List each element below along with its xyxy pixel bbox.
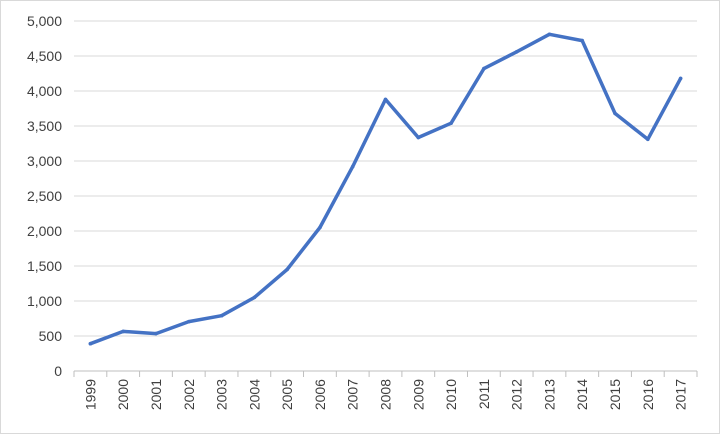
data-point-2004 <box>252 295 257 300</box>
x-tick-label: 2013 <box>541 379 557 410</box>
x-tick-label: 2000 <box>115 379 131 410</box>
x-tick-label: 1999 <box>82 379 98 410</box>
y-tick-label: 2,000 <box>27 223 62 239</box>
x-tick-label: 2002 <box>181 379 197 410</box>
y-tick-label: 3,000 <box>27 153 62 169</box>
data-point-2017 <box>678 76 683 81</box>
x-tick-label: 2007 <box>345 379 361 410</box>
data-point-2012 <box>514 50 519 54</box>
x-axis <box>73 370 698 377</box>
data-point-2000 <box>121 329 125 334</box>
y-axis-tick-labels: 0 500 1,000 1,500 2,000 2,500 3,000 3,500 4,000 4… <box>27 13 62 379</box>
y-tick-label: 3,500 <box>27 118 62 134</box>
data-point-1999 <box>88 341 93 346</box>
gridlines <box>74 20 697 337</box>
x-tick-label: 2015 <box>607 379 623 410</box>
y-tick-label: 2,500 <box>27 188 62 204</box>
data-point-2013 <box>547 32 552 37</box>
y-tick-label: 4,000 <box>27 83 62 99</box>
y-tick-label: 1,500 <box>27 258 62 274</box>
x-tick-label: 2011 <box>476 379 492 409</box>
x-tick-label: 2006 <box>312 379 328 410</box>
x-tick-label: 2012 <box>509 379 525 410</box>
x-tick-label: 2001 <box>148 379 164 410</box>
x-tick-label: 2008 <box>378 379 394 410</box>
data-point-2005 <box>285 267 289 272</box>
data-point-2015 <box>613 111 617 116</box>
x-axis-tick-labels: 1999 2000 2001 2002 2003 2004 2005 2006 2007 2008… <box>82 379 688 410</box>
y-tick-label: 5,000 <box>27 13 62 29</box>
x-tick-label: 2014 <box>574 379 590 410</box>
x-tick-label: 2010 <box>443 379 459 410</box>
series-line <box>88 32 683 346</box>
x-tick-label: 2004 <box>246 379 262 410</box>
y-tick-label: 0 <box>54 363 62 379</box>
data-point-2014 <box>580 38 585 43</box>
x-tick-label: 2005 <box>279 379 295 410</box>
data-point-2010 <box>449 121 453 125</box>
x-tick-label: 2017 <box>673 379 689 410</box>
data-point-2016 <box>646 137 650 142</box>
data-point-2001 <box>154 331 158 336</box>
y-tick-label: 4,500 <box>27 48 62 64</box>
data-point-2009 <box>416 135 421 140</box>
data-point-2008 <box>383 97 388 102</box>
y-tick-label: 500 <box>39 328 63 344</box>
x-tick-label: 2016 <box>640 379 656 410</box>
series-layer <box>88 32 683 346</box>
x-tick-label: 2003 <box>214 379 230 410</box>
data-point-2002 <box>186 319 191 324</box>
x-tick-label: 2009 <box>410 379 426 410</box>
data-point-2006 <box>318 225 322 230</box>
data-point-2011 <box>482 66 486 71</box>
data-point-2003 <box>219 313 224 318</box>
y-tick-label: 1,000 <box>27 293 62 309</box>
data-point-2007 <box>350 164 355 169</box>
